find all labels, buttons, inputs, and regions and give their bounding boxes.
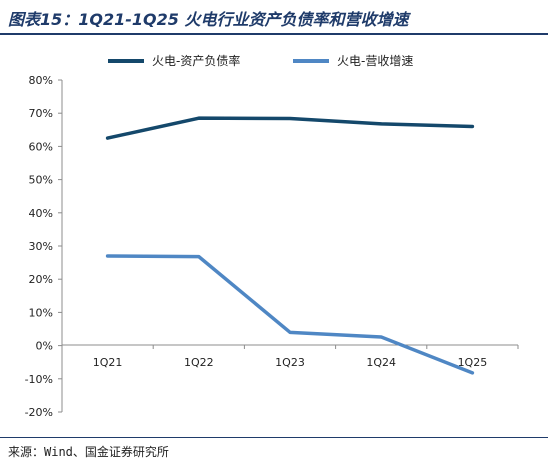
data-point [288, 117, 292, 121]
data-point [470, 124, 474, 128]
data-point [288, 330, 292, 334]
chart-legend: 火电-资产负债率 火电-营收增速 [108, 53, 413, 68]
data-point [379, 122, 383, 126]
line-chart: 火电-资产负债率 火电-营收增速 -20% -10% 0% 10% 20% 30% 40% 50… [25, 53, 519, 419]
title-divider [0, 33, 548, 35]
legend-label-2: 火电-营收增速 [337, 54, 413, 68]
data-point [379, 335, 383, 339]
x-tick-label: 1Q21 [93, 356, 123, 369]
data-point [197, 116, 201, 120]
x-tick-label: 1Q24 [366, 356, 396, 369]
y-tick-label: 60% [29, 140, 53, 153]
data-point [106, 254, 110, 258]
data-point [106, 136, 110, 140]
series-line-1 [105, 116, 475, 140]
y-tick-label: 30% [29, 240, 53, 253]
chart-title: 图表15：1Q21-1Q25 火电行业资产负债率和营收增速 [8, 10, 409, 29]
y-tick-label: 0% [36, 340, 53, 353]
legend-label-1: 火电-资产负债率 [152, 53, 240, 68]
y-tick-label: 40% [29, 207, 53, 220]
data-point [470, 371, 474, 375]
chart-axes: -20% -10% 0% 10% 20% 30% 40% 50% 60% 70% 80% 1Q21 1Q… [25, 74, 519, 419]
footer-divider [0, 437, 548, 438]
x-tick-label: 1Q25 [458, 356, 488, 369]
chart-series [105, 116, 475, 375]
x-tick-label: 1Q23 [275, 356, 305, 369]
y-tick-label: 50% [29, 174, 53, 187]
source-note: 来源：Wind、国金证券研究所 [8, 445, 169, 459]
y-tick-label: -10% [25, 373, 53, 386]
y-tick-label: 80% [29, 74, 53, 87]
y-tick-label: -20% [25, 406, 53, 419]
y-tick-label: 20% [29, 273, 53, 286]
data-point [197, 255, 201, 259]
x-tick-label: 1Q22 [184, 356, 214, 369]
y-tick-label: 10% [29, 306, 53, 319]
y-tick-label: 70% [29, 107, 53, 120]
